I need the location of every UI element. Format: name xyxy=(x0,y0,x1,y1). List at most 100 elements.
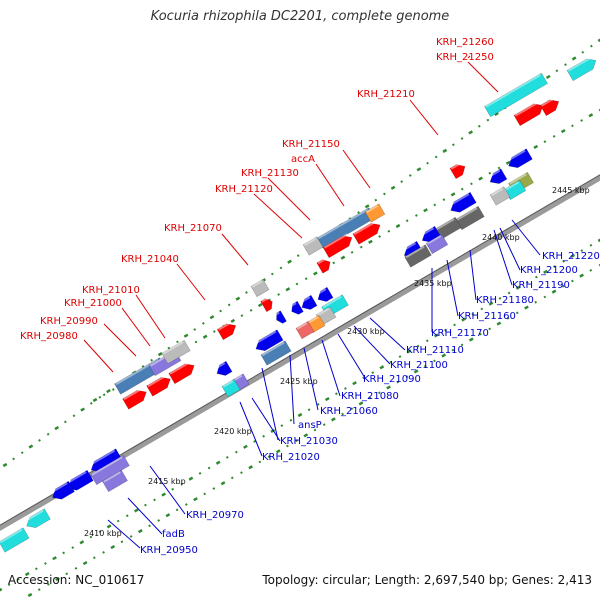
gene-highlight xyxy=(505,181,520,191)
gene-feature xyxy=(0,527,30,553)
tick-mark xyxy=(194,340,198,344)
gene-feature xyxy=(489,186,511,206)
gene-highlight xyxy=(214,362,226,370)
gene-shape xyxy=(216,323,237,341)
tick-mark xyxy=(395,223,401,229)
reverse-outer-tick-track xyxy=(27,263,600,598)
gene-highlight xyxy=(24,509,44,523)
reverse-gene-label: ansP xyxy=(298,420,322,431)
tick-mark xyxy=(82,560,88,566)
tick-mark xyxy=(46,432,50,436)
chromosome-backbone-edge xyxy=(0,174,600,526)
kbp-scale-label: 2415 kbp xyxy=(148,477,186,486)
reverse-gene-label: KRH_21180 xyxy=(476,295,534,306)
gene-highlight xyxy=(50,482,68,494)
tick-mark xyxy=(296,254,300,257)
tick-mark xyxy=(230,476,234,480)
gene-feature xyxy=(484,72,548,118)
tick-mark xyxy=(386,385,391,390)
gene-feature xyxy=(260,297,273,313)
tick-mark xyxy=(580,249,584,252)
gene-feature xyxy=(404,244,432,268)
tick-mark xyxy=(460,137,464,140)
tick-mark xyxy=(188,476,194,481)
tick-mark xyxy=(2,462,8,468)
tick-mark xyxy=(389,360,393,364)
tick-mark xyxy=(98,530,102,534)
tick-mark xyxy=(27,592,33,598)
gene-highlight xyxy=(405,245,425,259)
tick-mark xyxy=(157,519,161,522)
tick-mark xyxy=(450,192,456,197)
tick-mark xyxy=(434,155,438,159)
gene-feature xyxy=(216,321,237,341)
tick-mark xyxy=(494,111,499,117)
gene-shape xyxy=(260,298,273,313)
tick-mark xyxy=(279,266,283,270)
tick-mark xyxy=(285,287,291,292)
forward-gene-label: KRH_21130 xyxy=(241,168,299,179)
gene-highlight xyxy=(316,307,330,317)
tick-mark xyxy=(480,307,484,311)
tick-mark xyxy=(203,492,207,496)
leader-line xyxy=(469,249,477,301)
tick-mark xyxy=(28,444,34,449)
tick-mark xyxy=(80,407,85,412)
tick-mark xyxy=(176,340,179,344)
tick-mark xyxy=(79,540,85,545)
gene-highlight xyxy=(541,97,556,107)
tick-mark xyxy=(129,535,133,538)
tick-mark xyxy=(275,449,281,454)
tick-mark xyxy=(470,182,473,186)
gene-feature xyxy=(102,469,128,493)
gene-shape xyxy=(364,203,386,223)
gene-feature xyxy=(253,329,284,352)
tick-mark xyxy=(38,438,41,442)
tick-mark xyxy=(545,74,551,80)
tick-mark xyxy=(243,444,248,449)
tick-mark xyxy=(248,465,254,470)
gene-highlight xyxy=(303,237,317,247)
leader-line xyxy=(103,323,137,357)
tick-mark xyxy=(426,161,429,165)
tick-mark xyxy=(368,396,372,400)
leader-line xyxy=(511,219,541,256)
gene-shape xyxy=(216,360,233,376)
tick-mark xyxy=(423,208,428,213)
tick-mark xyxy=(416,167,422,172)
tick-mark xyxy=(198,471,202,475)
gene-feature xyxy=(448,191,477,213)
tick-mark xyxy=(184,503,188,506)
gene-feature xyxy=(168,361,195,385)
reverse-gene-label: KRH_21110 xyxy=(406,345,464,356)
leader-line xyxy=(337,333,366,379)
tick-mark xyxy=(201,321,205,325)
reverse-gene-label: KRH_21220 xyxy=(542,251,600,262)
map-title: Kocuria rhizophila DC2201, complete geno… xyxy=(150,9,450,24)
tick-mark xyxy=(215,460,221,465)
tick-mark xyxy=(55,576,60,582)
tick-mark xyxy=(581,50,585,54)
gene-highlight xyxy=(485,74,541,108)
tick-mark xyxy=(137,529,143,534)
gene-highlight xyxy=(274,311,280,317)
leader-line xyxy=(253,193,303,239)
tick-mark xyxy=(148,524,151,528)
reverse-gene-label: KRH_20970 xyxy=(186,510,244,521)
forward-gene-label: KRH_21250 xyxy=(436,52,494,63)
tick-mark xyxy=(553,265,556,268)
gene-shape xyxy=(102,469,128,493)
reverse-gene-label: KRH_21190 xyxy=(512,280,570,291)
tick-mark xyxy=(89,402,93,405)
tick-mark xyxy=(202,334,208,339)
leader-line xyxy=(321,339,341,397)
gene-shape xyxy=(250,278,270,298)
tick-mark xyxy=(34,567,38,571)
tick-mark xyxy=(387,229,391,233)
tick-mark xyxy=(24,572,30,577)
tick-mark xyxy=(396,380,400,384)
reverse-gene-label: KRH_21200 xyxy=(520,265,578,276)
forward-gene-label: KRH_21000 xyxy=(64,298,122,309)
tick-mark xyxy=(16,578,20,581)
